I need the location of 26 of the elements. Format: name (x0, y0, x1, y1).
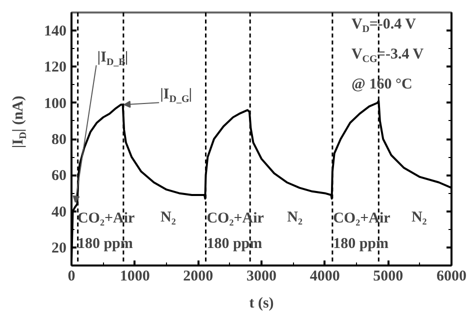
annotation: @ 160 °C (352, 76, 412, 92)
annotation: 180 ppm (333, 236, 389, 252)
annotation: N₂ (160, 209, 176, 226)
y-tick-label: 60 (52, 168, 66, 184)
annotation: 180 ppm (77, 236, 134, 252)
annotation: 180 ppm (206, 236, 263, 252)
y-tick-label: 80 (52, 132, 66, 148)
y-tick-label: 100 (44, 96, 66, 112)
x-tick-label: 4000 (310, 268, 340, 284)
x-tick-label: 0 (68, 268, 76, 284)
x-tick-label: 3000 (246, 268, 276, 284)
y-tick-label: 40 (52, 204, 66, 220)
annotation: N₂ (287, 209, 303, 226)
x-tick-label: 6000 (436, 268, 466, 284)
y-axis-title: |ID| (nA) (10, 96, 30, 148)
annotation: CO₂+Air (333, 210, 391, 227)
y-tick-label: 20 (52, 240, 66, 256)
annotation: CO₂+Air (206, 210, 264, 227)
annotation: N₂ (411, 209, 428, 226)
y-tick-label: 120 (44, 60, 66, 76)
x-tick-label: 2000 (183, 268, 214, 284)
y-tick-label: 140 (44, 24, 66, 40)
x-tick-label: 1000 (120, 268, 150, 284)
annotation: CO₂+Air (77, 210, 135, 227)
x-tick-label: 5000 (373, 268, 404, 284)
x-axis-title: t (s) (249, 296, 274, 312)
